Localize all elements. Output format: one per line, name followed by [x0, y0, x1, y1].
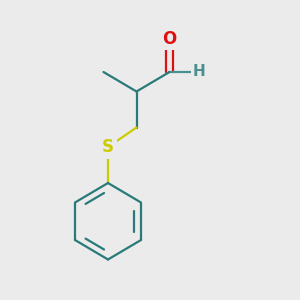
Text: H: H	[193, 64, 206, 80]
Text: O: O	[162, 30, 177, 48]
Text: S: S	[102, 138, 114, 156]
